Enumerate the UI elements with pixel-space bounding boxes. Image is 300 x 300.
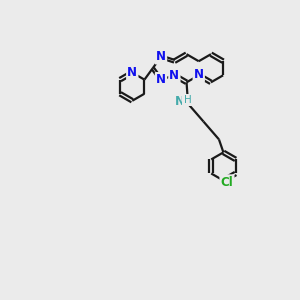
Text: Cl: Cl xyxy=(220,176,233,188)
Text: H: H xyxy=(184,95,191,105)
Text: N: N xyxy=(169,69,179,82)
Text: N: N xyxy=(156,73,166,86)
Text: N: N xyxy=(194,68,204,81)
Text: N: N xyxy=(175,95,185,108)
Text: N: N xyxy=(127,66,137,79)
Text: N: N xyxy=(156,50,166,63)
